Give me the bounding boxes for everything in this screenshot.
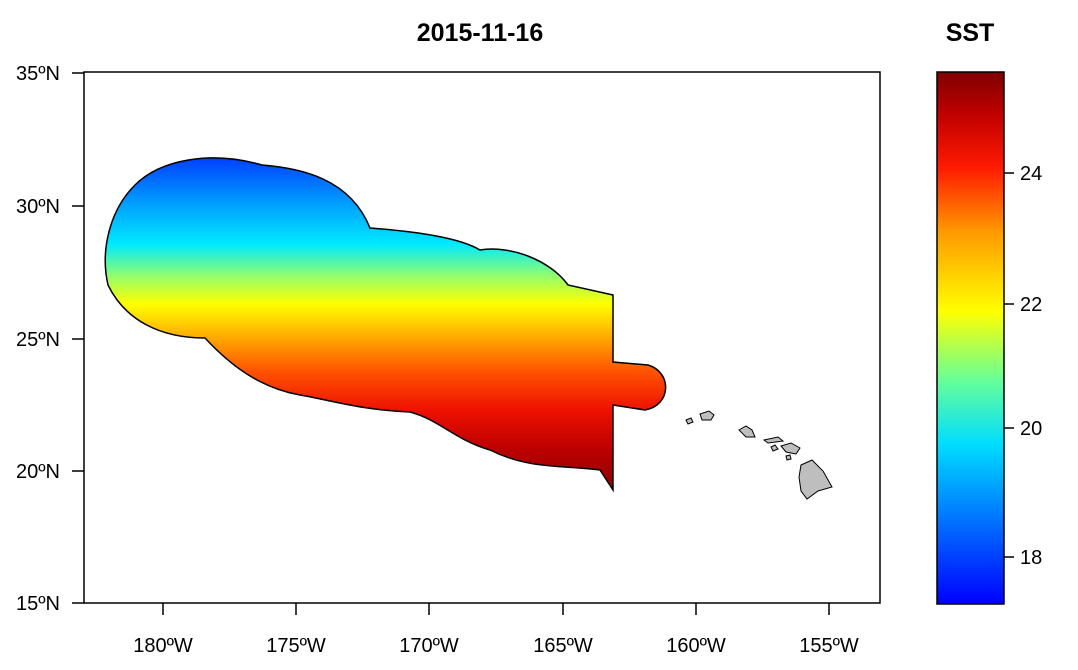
island-oahu <box>738 425 756 438</box>
y-tick-label: 15ºN <box>16 593 60 615</box>
y-tick-label: 35ºN <box>16 63 60 85</box>
x-axis <box>162 603 830 615</box>
x-tick-label: 180ºW <box>133 635 193 657</box>
map-title: 2015-11-16 <box>417 19 544 47</box>
x-tick-label: 165ºW <box>533 635 593 657</box>
y-tick-label: 20ºN <box>16 461 60 483</box>
hawaii-islands <box>685 410 833 500</box>
legend-title: SST <box>946 19 995 47</box>
legend-tick-label: 24 <box>1020 163 1042 185</box>
x-tick-label: 175ºW <box>266 635 326 657</box>
legend-tick-label: 22 <box>1020 294 1042 316</box>
y-axis <box>72 72 84 604</box>
island-maui <box>780 442 801 455</box>
x-tick-label: 155ºW <box>799 635 859 657</box>
legend-ticks <box>1004 172 1014 558</box>
legend-colorbar <box>936 71 1005 605</box>
y-tick-label: 30ºN <box>16 196 60 218</box>
y-tick-label: 25ºN <box>16 329 60 351</box>
island-molokai <box>762 436 785 444</box>
x-tick-label: 170ºW <box>399 635 459 657</box>
sst-field <box>104 157 667 493</box>
island-kauai <box>699 410 715 421</box>
legend-tick-label: 18 <box>1020 547 1042 569</box>
x-tick-label: 160ºW <box>666 635 726 657</box>
legend-tick-label: 20 <box>1020 418 1042 440</box>
island-lanai <box>770 444 779 452</box>
island-big-island <box>798 459 833 500</box>
island-niihau <box>685 417 694 425</box>
island-kahoolawe <box>785 454 792 461</box>
